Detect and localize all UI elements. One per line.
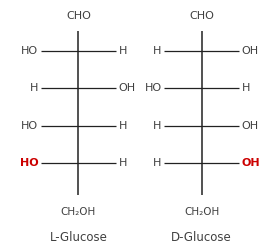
Text: H: H — [153, 158, 162, 168]
Text: H: H — [242, 83, 250, 93]
Text: H: H — [30, 83, 38, 93]
Text: CH₂OH: CH₂OH — [61, 207, 96, 217]
Text: CHO: CHO — [66, 11, 91, 21]
Text: HO: HO — [21, 46, 38, 56]
Text: L-Glucose: L-Glucose — [50, 231, 107, 244]
Text: D-Glucose: D-Glucose — [171, 231, 232, 244]
Text: OH: OH — [242, 158, 260, 168]
Text: OH: OH — [242, 46, 259, 56]
Text: HO: HO — [21, 121, 38, 131]
Text: H: H — [118, 46, 127, 56]
Text: CHO: CHO — [189, 11, 214, 21]
Text: H: H — [118, 158, 127, 168]
Text: CH₂OH: CH₂OH — [184, 207, 219, 217]
Text: HO: HO — [20, 158, 38, 168]
Text: OH: OH — [242, 121, 259, 131]
Text: OH: OH — [118, 83, 136, 93]
Text: H: H — [153, 121, 162, 131]
Text: HO: HO — [144, 83, 162, 93]
Text: H: H — [118, 121, 127, 131]
Text: H: H — [153, 46, 162, 56]
